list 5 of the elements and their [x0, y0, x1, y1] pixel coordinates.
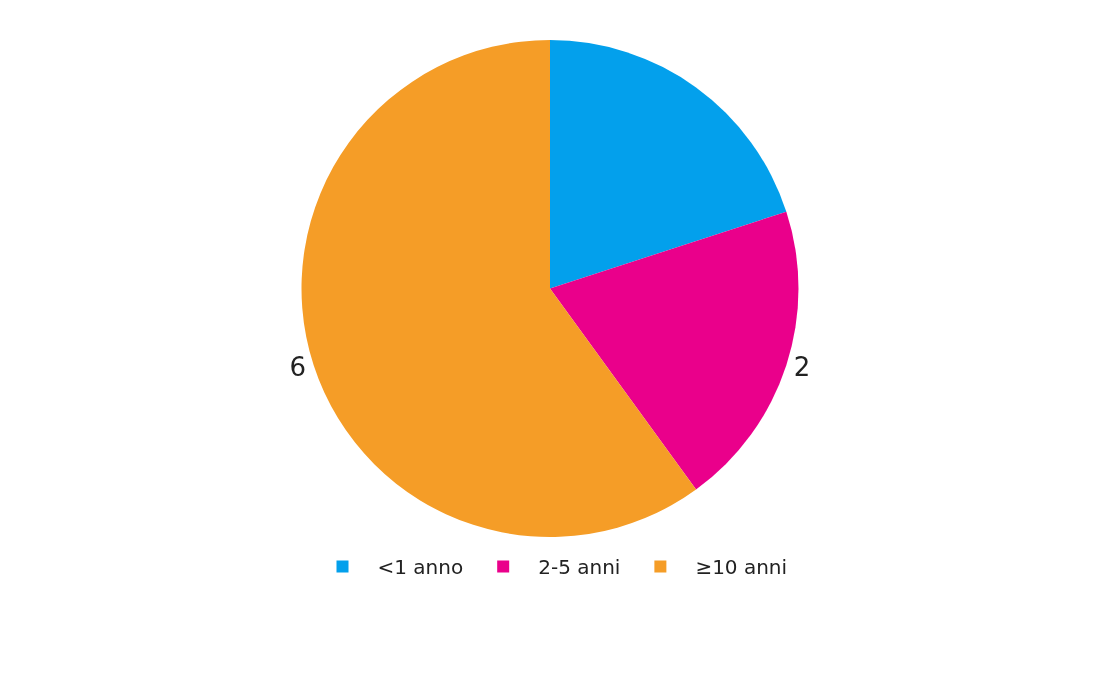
data-label: 6	[289, 351, 307, 382]
legend-label: 2-5 anni	[538, 555, 621, 580]
data-label: 2	[793, 351, 811, 382]
legend-label: <1 anno	[377, 555, 464, 580]
legend-label: ≥10 anni	[695, 555, 788, 580]
